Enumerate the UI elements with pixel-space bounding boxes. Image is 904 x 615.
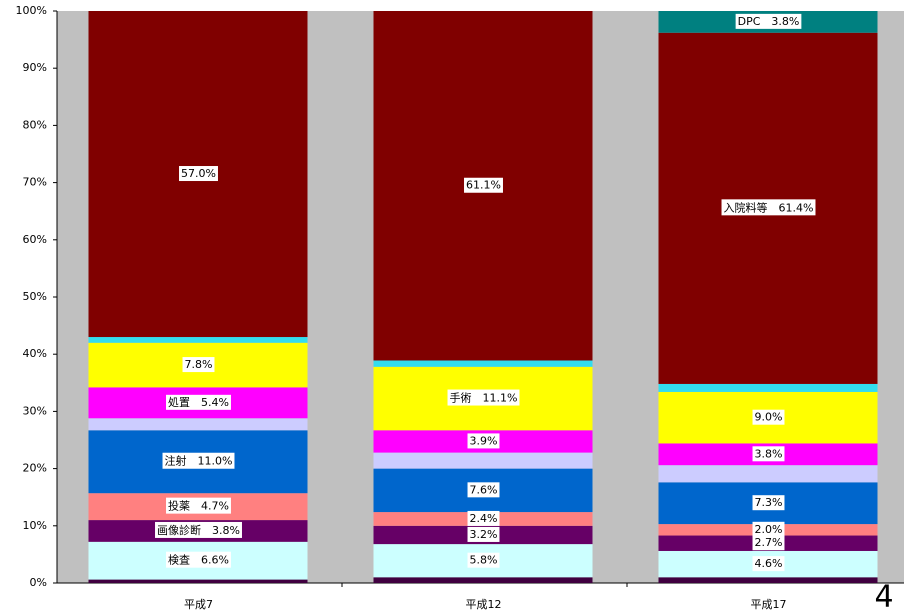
data-label-background <box>464 177 503 193</box>
data-label: 3.8% <box>755 447 783 460</box>
data-label-background <box>182 357 215 373</box>
data-label-background <box>752 521 785 537</box>
bar-segment <box>88 337 308 343</box>
data-label-background <box>179 166 218 182</box>
bar-segment <box>88 579 308 583</box>
data-label-background <box>447 389 520 406</box>
data-label-background <box>467 510 500 526</box>
data-label-background <box>752 446 785 462</box>
y-tick-label: 20% <box>23 462 47 475</box>
data-label-background <box>752 409 785 425</box>
data-label-background <box>166 497 231 514</box>
y-tick-label: 30% <box>23 404 47 417</box>
data-label: 7.3% <box>755 496 783 509</box>
y-tick-label: 0% <box>30 576 47 589</box>
x-tick-label: 平成17 <box>751 598 787 611</box>
data-label: 3.2% <box>470 528 498 541</box>
x-tick-label: 平成7 <box>184 598 213 611</box>
bar-segment <box>88 418 308 431</box>
data-label: 2.7% <box>755 536 783 549</box>
data-label: 検査 6.6% <box>168 553 229 567</box>
data-label: 2.4% <box>470 512 498 525</box>
y-tick-label: 50% <box>23 290 47 303</box>
data-label: 7.6% <box>470 483 498 496</box>
bar-segment <box>373 452 593 469</box>
y-tick-label: 90% <box>23 61 47 74</box>
data-label: 57.0% <box>181 167 216 180</box>
data-label: 61.1% <box>466 179 501 192</box>
data-label: DPC 3.8% <box>738 15 800 28</box>
data-label: 投薬 4.7% <box>168 499 229 513</box>
bar-segment <box>373 577 593 583</box>
data-label-background <box>166 551 231 568</box>
data-label: 5.8% <box>470 554 498 567</box>
data-label-background <box>752 495 785 511</box>
data-label: 4.6% <box>755 557 783 570</box>
data-label-background <box>721 199 816 216</box>
y-tick-label: 70% <box>23 176 47 189</box>
data-label: 2.0% <box>755 523 783 536</box>
bar-segment <box>658 383 878 392</box>
bar-segment <box>658 465 878 483</box>
y-tick-label: 80% <box>23 118 47 131</box>
data-label: 9.0% <box>755 411 783 424</box>
y-tick-label: 100% <box>16 4 47 17</box>
data-label-background <box>752 556 785 572</box>
data-label-background <box>752 535 785 551</box>
data-label: 処置 5.4% <box>168 396 229 409</box>
data-label: 3.9% <box>470 434 498 447</box>
y-tick-label: 40% <box>23 347 47 360</box>
data-label: 手術 11.1% <box>450 391 518 405</box>
y-tick-label: 60% <box>23 233 47 246</box>
data-label-background <box>735 13 802 29</box>
data-label-background <box>162 452 235 469</box>
data-label: 注射 11.0% <box>165 454 233 468</box>
data-label-background <box>467 526 500 542</box>
data-label-background <box>467 552 500 568</box>
data-label-background <box>155 521 242 538</box>
data-label: 7.8% <box>185 358 213 371</box>
data-label: 画像診断 3.8% <box>157 523 240 537</box>
data-label-background <box>467 482 500 498</box>
data-label-background <box>166 394 231 410</box>
bar-segment <box>658 577 878 583</box>
y-tick-label: 10% <box>23 519 47 532</box>
data-label-background <box>467 433 500 449</box>
data-label: 入院料等 61.4% <box>724 200 814 214</box>
x-tick-label: 平成12 <box>466 598 502 611</box>
bar-segment <box>373 360 593 367</box>
page-number: 4 <box>874 580 893 615</box>
